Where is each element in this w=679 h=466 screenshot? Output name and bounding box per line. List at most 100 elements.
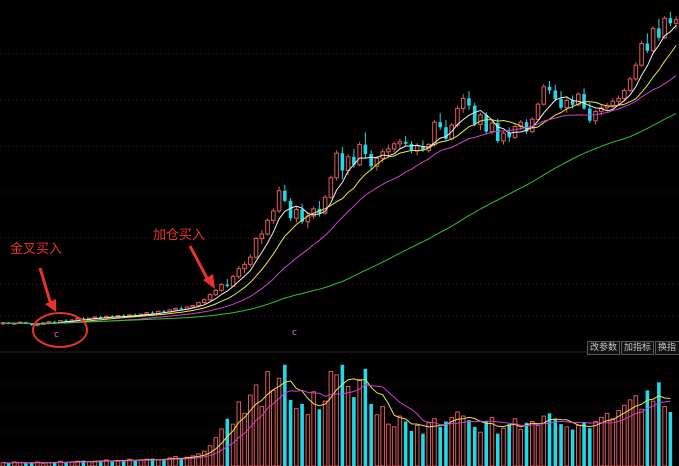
volume-bar-up: [576, 425, 581, 466]
candle-up: [616, 97, 621, 102]
candle-up: [46, 321, 52, 324]
candle-up: [374, 157, 380, 167]
candle-up: [535, 103, 541, 120]
volume-bar-up: [380, 406, 385, 466]
volume-bar-up: [662, 406, 667, 466]
candle-down: [668, 18, 673, 24]
candle-up: [673, 19, 679, 24]
add-position-arrow: [188, 245, 211, 283]
volume-bar-up: [144, 458, 150, 466]
volume-bar-up: [242, 412, 247, 466]
candle-up: [460, 97, 466, 109]
candle-up: [564, 100, 570, 109]
volume-bar-down: [29, 462, 34, 466]
candle-up: [144, 312, 150, 315]
volume-bar-up: [455, 411, 460, 466]
volume-bar-down: [467, 420, 471, 466]
candle-up: [92, 316, 98, 319]
candle-up: [259, 233, 265, 239]
candle-up: [576, 93, 581, 106]
volume-bar-up: [248, 394, 253, 466]
candle-up: [455, 107, 460, 126]
candle-up: [242, 263, 247, 270]
candle-up: [173, 307, 178, 311]
candle-down: [467, 98, 471, 106]
volume-bar-down: [472, 426, 477, 466]
volume-bars[interactable]: [0, 364, 673, 466]
volume-bar-up: [271, 389, 276, 466]
volume-bar-up: [219, 428, 224, 466]
ma20-line: [2, 75, 677, 325]
price-candles[interactable]: [0, 11, 679, 327]
volume-bar-down: [668, 412, 673, 466]
candle-up: [478, 114, 483, 125]
candle-up: [391, 143, 397, 150]
volume-bar-up: [599, 416, 604, 466]
add-position-annotation: [188, 245, 215, 289]
price-grid: [0, 53, 679, 457]
volume-bar-up: [213, 437, 219, 466]
change-params-button[interactable]: 改参数: [587, 341, 621, 355]
candle-down: [409, 143, 414, 152]
candle-down: [438, 122, 442, 128]
volume-bar-up: [593, 420, 598, 466]
candle-up: [196, 302, 201, 307]
add-indicator-button[interactable]: 加指标: [621, 341, 655, 355]
volume-bar-up: [357, 379, 362, 466]
ma5-line: [2, 25, 677, 325]
volume-bar-up: [276, 377, 282, 466]
volume-bar-down: [559, 424, 563, 466]
volume-bar-down: [582, 422, 586, 466]
volume-bar-down: [24, 463, 28, 466]
volume-bar-down: [570, 429, 575, 466]
candle-down: [484, 114, 489, 132]
candle-up: [213, 289, 219, 296]
volume-bar-up: [86, 461, 92, 466]
candle-down: [403, 141, 408, 144]
volume-bar-down: [288, 399, 293, 466]
volume-bar-down: [507, 424, 512, 466]
candle-up: [207, 294, 213, 301]
candle-up: [328, 177, 334, 198]
candle-up: [633, 64, 639, 80]
switch-indicator-button[interactable]: 换指标: [655, 341, 679, 355]
ma60-line: [2, 113, 677, 325]
candle-up: [253, 237, 259, 258]
candle-up: [639, 43, 644, 66]
volume-bar-down: [438, 426, 442, 466]
candle-down: [98, 317, 103, 319]
candle-up: [489, 122, 495, 133]
volume-bar-up: [386, 423, 391, 466]
candle-up: [357, 144, 362, 166]
volume-bar-down: [225, 418, 230, 466]
candle-down: [150, 312, 155, 314]
volume-bar-up: [259, 406, 265, 466]
volume-bar-up: [529, 420, 535, 466]
volume-bar-up: [460, 415, 466, 466]
volume-bar-up: [535, 425, 541, 466]
candle-up: [35, 323, 40, 326]
volume-bar-up: [253, 384, 259, 466]
candle-down: [547, 86, 552, 91]
candle-up: [265, 219, 270, 235]
golden-cross-annotation: [32, 267, 88, 348]
candle-up: [334, 152, 339, 179]
candle-up: [201, 299, 207, 304]
volume-bar-up: [391, 426, 397, 466]
candle-up: [219, 284, 224, 291]
candle-down: [507, 133, 512, 138]
volume-bar-up: [190, 455, 196, 466]
candle-up: [541, 86, 547, 105]
volume-bar-up: [604, 412, 610, 466]
candle-down: [352, 156, 356, 165]
volume-bar-down: [409, 430, 414, 466]
volume-bar-up: [622, 404, 627, 466]
volume-bar-up: [518, 429, 524, 466]
volume-bar-up: [12, 461, 17, 466]
volume-bar-down: [162, 459, 166, 466]
candle-down: [288, 200, 293, 219]
candle-down: [64, 320, 68, 322]
candle-down: [283, 190, 287, 201]
volume-bar-down: [340, 364, 345, 466]
